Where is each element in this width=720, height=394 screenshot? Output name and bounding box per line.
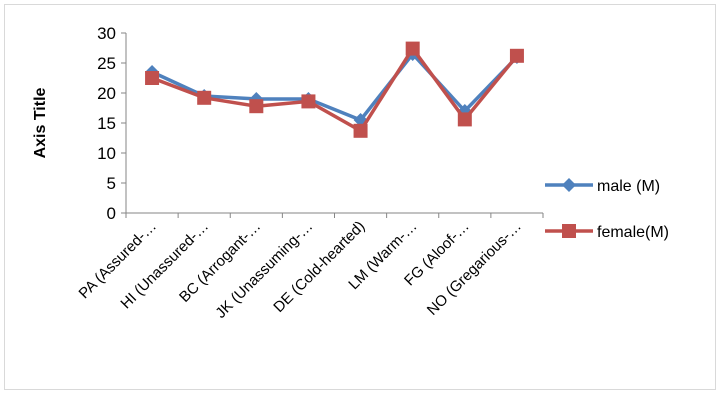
data-point xyxy=(457,112,472,127)
x-tick-label: DE (Cold-hearted) xyxy=(270,218,368,316)
data-point xyxy=(405,41,420,56)
y-axis-title: Axis Title xyxy=(32,87,49,158)
x-axis-ticks: PA (Assured-…HI (Unassured-…BC (Arrogant… xyxy=(76,213,544,322)
legend-item-1: male (M) xyxy=(545,178,660,195)
y-tick-label: 10 xyxy=(97,144,116,163)
data-point xyxy=(249,99,264,114)
x-tick-label: NO (Gregarious-… xyxy=(424,218,525,319)
data-point xyxy=(301,94,316,109)
y-tick-label: 5 xyxy=(107,174,116,193)
series-layer xyxy=(145,41,524,138)
x-tick-label: HI (Unassured-… xyxy=(117,218,212,313)
series-line xyxy=(151,46,519,133)
y-tick-label: 0 xyxy=(107,204,116,223)
series-2 xyxy=(145,41,524,138)
legend-marker xyxy=(562,224,576,238)
y-tick-label: 30 xyxy=(97,24,116,43)
series-line xyxy=(151,52,519,122)
x-tick-label: JK (Unassuming-… xyxy=(212,218,316,322)
chart-frame: 0 5 10 15 20 25 30 PA (Assured-… HI (Unassured-… xyxy=(4,4,716,390)
legend: male (M) female(M) xyxy=(545,178,669,241)
data-point xyxy=(197,90,212,105)
data-point xyxy=(509,48,524,63)
legend-label: male (M) xyxy=(597,178,660,195)
y-tick-label: 25 xyxy=(97,54,116,73)
legend-marker xyxy=(562,178,576,192)
data-point xyxy=(353,123,368,138)
y-tick-label: 20 xyxy=(97,84,116,103)
legend-item-2: female(M) xyxy=(545,224,669,241)
line-chart: 0 5 10 15 20 25 30 PA (Assured-…HI (Unassured-… xyxy=(32,24,669,322)
y-axis-ticks: 0 5 10 15 20 25 30 xyxy=(97,24,126,223)
legend-label: female(M) xyxy=(597,224,669,241)
y-tick-label: 15 xyxy=(97,114,116,133)
data-point xyxy=(145,71,160,85)
